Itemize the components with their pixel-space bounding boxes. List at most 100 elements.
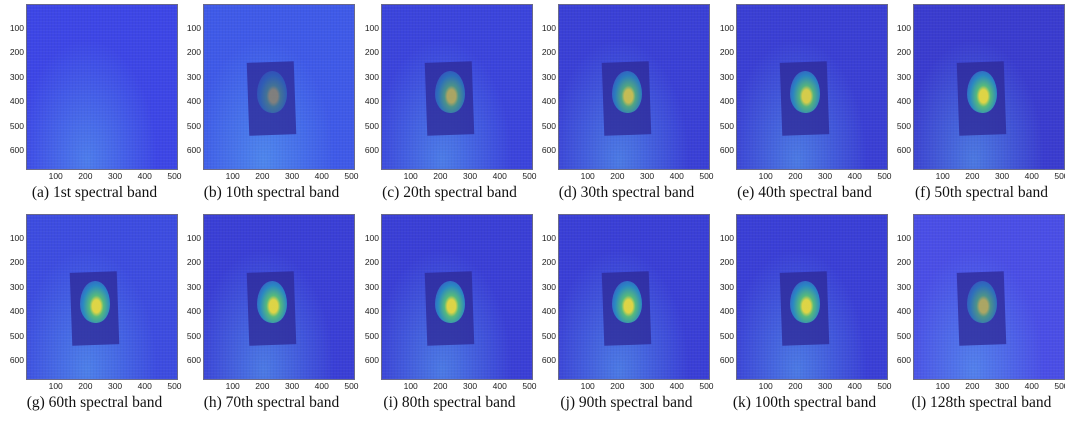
x-tick-label: 400 [314,381,329,391]
band-image [203,214,355,380]
band-panel: 100 200 300 400 500 600 100 200 300 400 500 (c) 20t… [361,2,538,211]
y-tick-label: 100 [9,232,24,243]
x-tick-label: 500 [877,171,892,181]
y-tick-label: 600 [719,354,734,365]
y-tick-label: 500 [9,120,24,131]
x-tick-label: 400 [137,171,152,181]
y-tick-label: 300 [9,71,24,82]
face-region [257,71,287,113]
band-image [203,4,355,170]
band-panel: 100 200 300 400 500 600 100 200 300 400 500 (e) 40t… [716,2,893,211]
panel-caption: (j) 90th spectral band [560,394,693,411]
x-tick-label: 100 [403,381,418,391]
y-tick-label: 400 [541,306,556,317]
y-tick-label: 500 [364,120,379,131]
y-tick-label: 200 [364,257,379,268]
y-tick-label: 400 [896,96,911,107]
y-tick-label: 600 [186,144,201,155]
face-region [435,281,465,323]
y-tick-label: 400 [364,306,379,317]
x-tick-label: 200 [610,171,625,181]
x-tick-label: 200 [788,381,803,391]
background-haze [27,5,177,169]
x-tick-label: 400 [847,171,862,181]
x-tick-label: 100 [935,381,950,391]
y-tick-label: 200 [541,47,556,58]
y-tick-label: 300 [719,281,734,292]
y-tick-label: 200 [719,47,734,58]
panel-caption: (a) 1st spectral band [31,184,158,201]
x-tick-label: 500 [699,381,714,391]
y-tick-label: 600 [9,354,24,365]
y-tick-label: 300 [896,281,911,292]
band-image [736,4,888,170]
x-tick-label: 300 [107,171,123,181]
band-panel: 100 200 300 400 500 600 100 200 300 400 500 (j) 90t… [538,212,715,421]
y-tick-label: 500 [364,330,379,341]
band-image [558,214,710,380]
y-tick-label: 500 [541,330,556,341]
face-region [967,281,997,323]
y-tick-label: 200 [186,47,201,58]
y-tick-label: 400 [541,96,556,107]
y-tick-label: 300 [186,281,201,292]
x-tick-label: 300 [817,171,833,181]
y-tick-label: 600 [9,144,24,155]
y-tick-label: 600 [364,144,379,155]
band-image [381,4,533,170]
x-tick-label: 200 [610,381,625,391]
face-region [435,71,465,113]
y-tick-label: 500 [541,120,556,131]
x-tick-label: 100 [48,171,63,181]
y-tick-label: 100 [364,22,379,33]
face-region [612,71,642,113]
y-tick-label: 400 [9,306,24,317]
panel-caption: (c) 20th spectral band [382,184,517,201]
x-tick-label: 200 [433,171,448,181]
y-tick-label: 500 [186,120,201,131]
y-tick-label: 600 [541,354,556,365]
face-region [790,71,820,113]
panel-caption: (g) 60th spectral band [26,394,163,411]
x-tick-label: 300 [639,171,655,181]
x-tick-label: 400 [492,381,507,391]
y-tick-label: 100 [9,22,24,33]
y-tick-label: 200 [186,257,201,268]
x-tick-label: 500 [1054,171,1065,181]
y-tick-label: 300 [9,281,24,292]
y-tick-label: 300 [541,281,556,292]
x-tick-label: 400 [1024,381,1039,391]
y-tick-label: 200 [364,47,379,58]
y-tick-label: 200 [719,257,734,268]
y-tick-label: 500 [896,330,911,341]
x-tick-label: 200 [788,171,803,181]
x-tick-label: 500 [699,171,714,181]
x-tick-label: 200 [965,171,980,181]
face-region [967,71,997,113]
x-tick-label: 500 [877,381,892,391]
x-tick-label: 400 [1024,171,1039,181]
x-tick-label: 100 [225,171,240,181]
x-tick-label: 100 [403,171,418,181]
y-tick-label: 500 [719,120,734,131]
x-tick-label: 500 [344,381,359,391]
y-tick-label: 100 [719,22,734,33]
band-panel: 100 200 300 400 500 600 100 200 300 400 500 (b) 10t… [183,2,360,211]
y-tick-label: 300 [364,281,379,292]
y-tick-label: 600 [719,144,734,155]
x-tick-label: 400 [669,171,684,181]
x-tick-label: 400 [669,381,684,391]
y-tick-label: 100 [896,22,911,33]
x-tick-label: 200 [78,381,93,391]
band-panel: 100 200 300 400 500 600 100 200 300 400 500 (g) 60t… [6,212,183,421]
panel-caption: (e) 40th spectral band [737,184,872,201]
x-tick-label: 400 [137,381,152,391]
y-tick-label: 400 [364,96,379,107]
y-tick-label: 500 [9,330,24,341]
y-tick-label: 100 [541,22,556,33]
y-tick-label: 200 [9,47,24,58]
face-region [80,281,110,323]
y-tick-label: 200 [896,257,911,268]
y-tick-label: 100 [186,22,201,33]
